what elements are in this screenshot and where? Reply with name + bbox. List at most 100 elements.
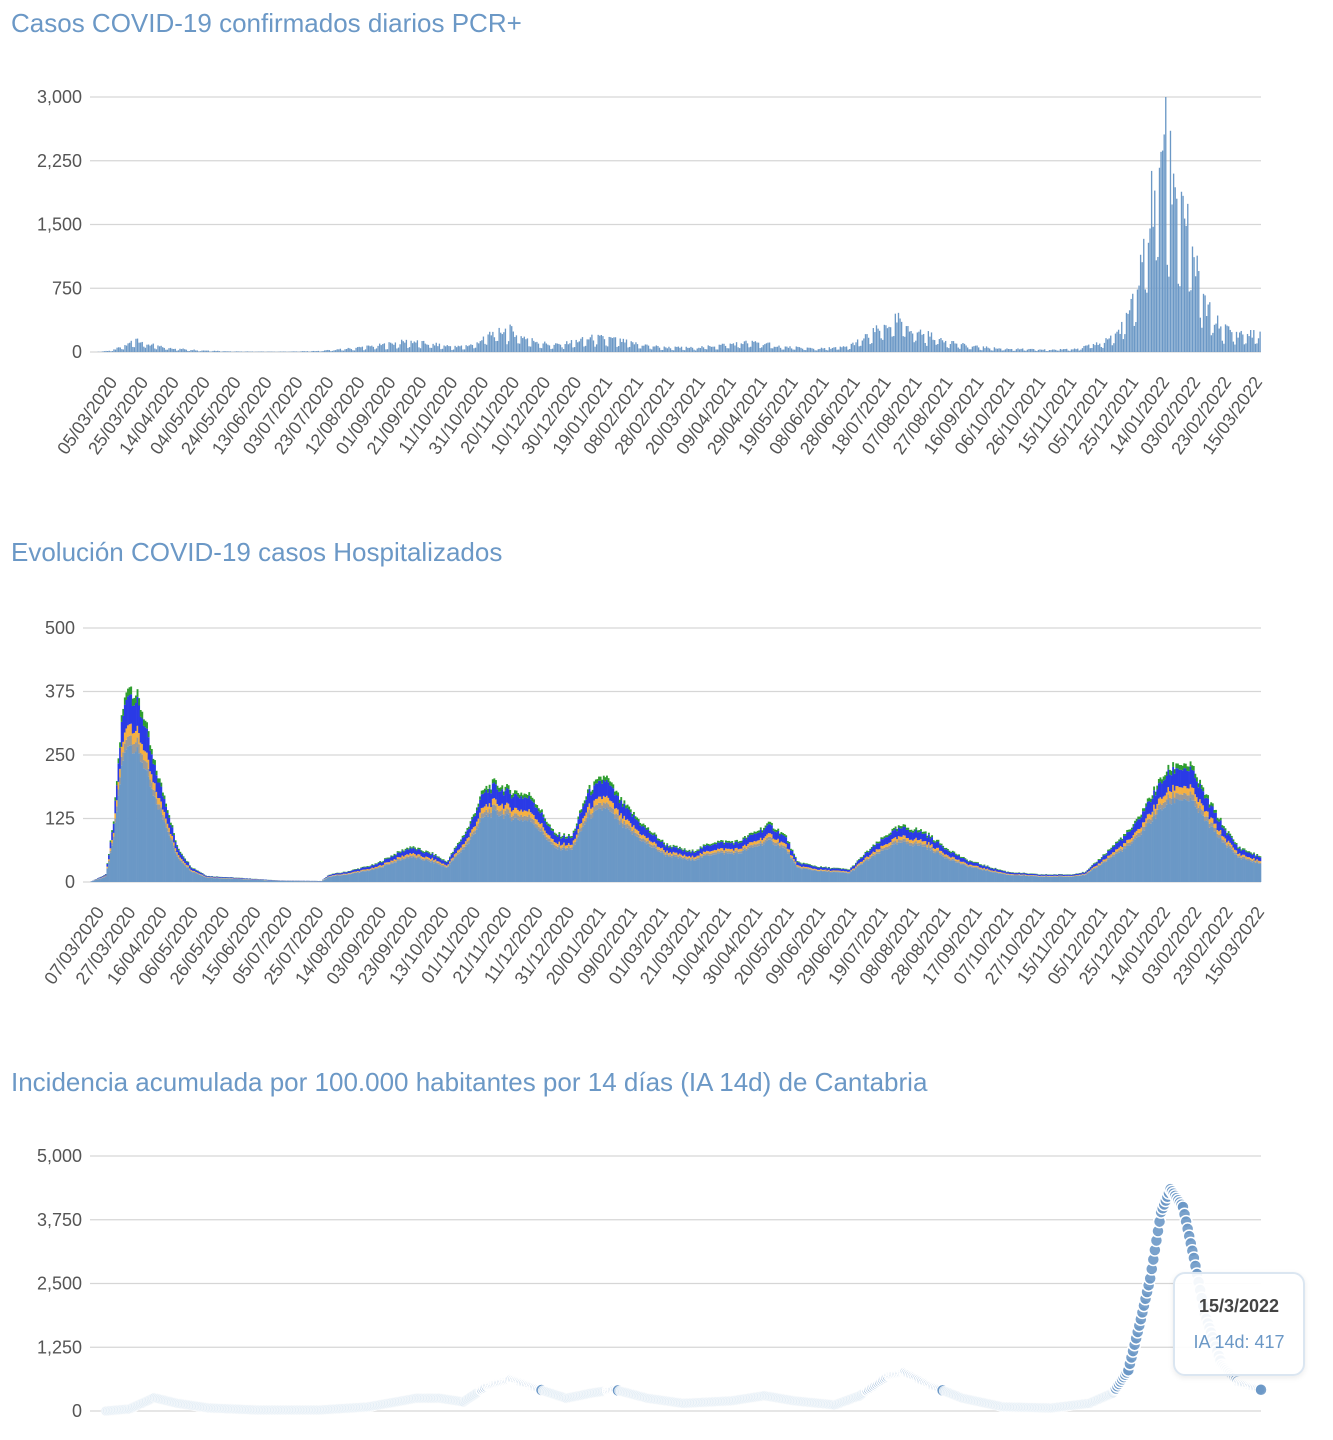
bar [573,347,576,352]
bar-segment [761,832,764,841]
bar-segment [912,840,914,844]
bar-segment [659,840,662,842]
bar-segment [732,852,735,855]
bar-segment [579,828,581,832]
bar-segment [636,833,639,837]
bar-segment [1113,846,1116,853]
bar-segment [426,858,429,861]
bar-segment [477,818,480,824]
bar-segment [723,842,726,845]
bar [731,343,733,352]
bar-segment [376,864,378,867]
bar [405,339,408,352]
bar [562,349,565,352]
bar-segment [1157,804,1160,810]
bar-segment [826,870,829,872]
bar-segment [599,802,602,809]
bar-segment [174,850,177,853]
bar-segment [418,858,421,882]
bar-segment [970,866,973,868]
bar-segment [613,814,616,819]
bar-segment [907,838,910,842]
bar-segment [134,730,137,743]
bar-segment [764,842,767,882]
bar-segment [835,868,838,871]
bar-segment [122,741,125,753]
bar-segment [154,764,156,784]
bar-segment [815,866,818,867]
bar [492,331,494,352]
bar [1220,326,1222,352]
bar-segment [1227,846,1230,882]
bar-segment [507,809,510,815]
bar-segment [948,858,951,861]
bar-segment [169,840,172,882]
bar-chart-daily-cases[interactable]: 07501,5002,2503,00005/03/202025/03/20201… [0,0,1333,500]
bar-segment [1099,863,1102,865]
bar-segment [372,869,375,871]
bar [721,343,724,352]
bar [955,343,958,352]
bar-segment [353,871,356,873]
bar-segment [602,795,605,803]
bar [430,347,433,352]
bar-segment [266,880,269,882]
bar-segment [490,789,493,794]
bar-segment [640,841,643,882]
bar [320,351,323,352]
bar-segment [493,798,496,805]
bar-segment [717,851,719,854]
bar-segment [1202,815,1205,882]
bar-segment [230,877,233,879]
bar-segment [610,786,613,802]
bar-segment [580,812,583,824]
bar-segment [360,868,363,871]
bar-segment [337,875,340,882]
bar [127,343,129,352]
bar-segment [380,867,383,882]
bar-segment [525,810,528,817]
bar-segment [934,851,937,854]
bar-segment [134,695,137,703]
bar-segment [1143,811,1146,823]
bar-segment [991,867,994,869]
bar-segment [211,877,214,882]
bar-segment [1099,865,1102,882]
bar-segment [992,871,995,872]
bar-segment [973,866,976,868]
bar-segment [433,860,436,862]
bar-segment [904,839,907,842]
bar-segment [802,867,805,869]
bar [883,324,886,352]
bar [1212,332,1214,352]
bar-segment [155,791,158,799]
bar [641,345,643,352]
bar-segment [420,859,423,882]
bar-segment [786,851,789,854]
bar-segment [376,863,378,865]
stacked-bar-chart-hospitalized[interactable]: 012525037550007/03/202027/03/202016/04/2… [0,530,1333,1030]
bar [386,349,389,352]
bar-segment [536,808,539,820]
bar-segment [391,863,394,882]
bar-segment [1226,833,1228,836]
bar-segment [222,878,225,882]
bar-segment [464,844,467,847]
bar-segment [585,796,588,800]
bar-segment [1159,808,1162,882]
bar-segment [544,837,547,882]
bar-segment [491,798,494,805]
bar-segment [723,852,726,855]
bar-segment [1151,816,1154,822]
bar [687,347,689,352]
bar-segment [902,824,905,827]
bar-segment [1105,858,1108,861]
bar [111,351,114,352]
bar [423,340,425,352]
bar-segment [195,872,198,873]
bar-segment [920,839,922,843]
bar [842,346,845,352]
bar-segment [577,832,580,837]
bar-segment [709,845,711,852]
